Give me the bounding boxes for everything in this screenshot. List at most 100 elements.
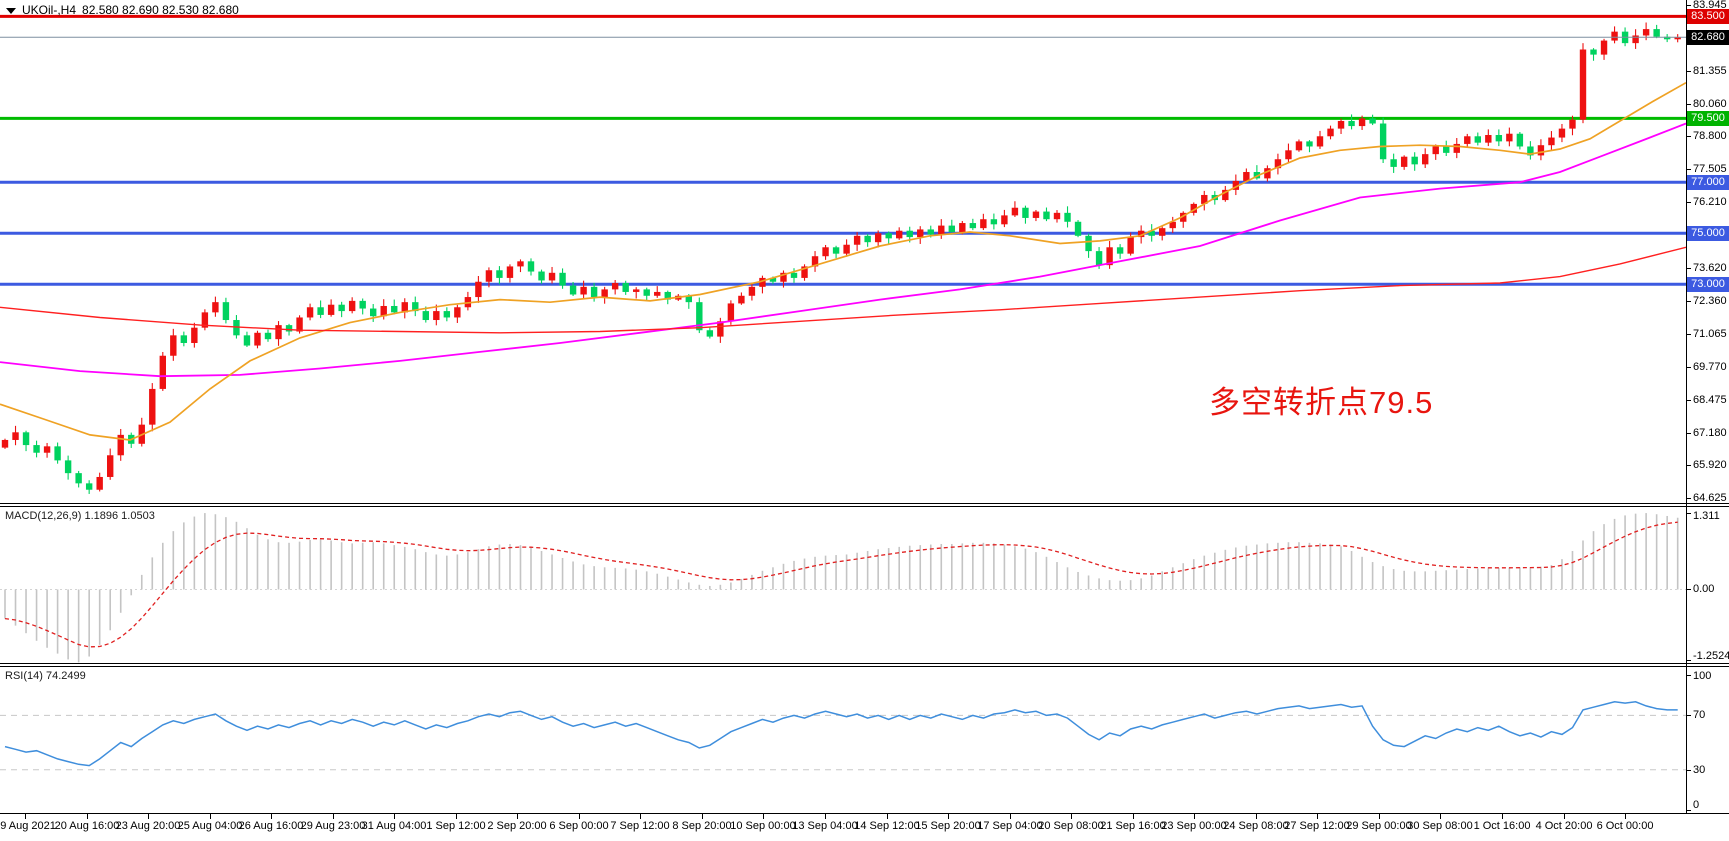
price-tick-label: 68.475 bbox=[1693, 394, 1727, 406]
price-tick-mark bbox=[1686, 400, 1691, 401]
time-axis-label: 10 Sep 00:00 bbox=[730, 820, 796, 832]
price-tick-label: 73.620 bbox=[1693, 262, 1727, 274]
price-tick-mark bbox=[1686, 433, 1691, 434]
rsi-tick-label: 100 bbox=[1693, 670, 1712, 682]
macd-signal-line bbox=[4, 521, 1678, 648]
rsi-tick-label: 30 bbox=[1693, 764, 1706, 776]
macd-tick-mark bbox=[1686, 589, 1691, 590]
macd-tick-label: -1.2524 bbox=[1693, 650, 1729, 662]
time-tick-mark bbox=[25, 813, 26, 819]
price-level-badge: 82.680 bbox=[1687, 30, 1729, 45]
time-tick-mark bbox=[1071, 813, 1072, 819]
rsi-indicator-label: RSI(14) 74.2499 bbox=[5, 670, 86, 682]
price-axis-border bbox=[1686, 0, 1687, 813]
price-tick-label: 81.355 bbox=[1693, 65, 1727, 77]
time-axis-label: 30 Sep 08:00 bbox=[1407, 820, 1473, 832]
price-level-badge: 83.500 bbox=[1687, 9, 1729, 24]
price-tick-mark bbox=[1686, 498, 1691, 499]
price-level-badge: 77.000 bbox=[1687, 175, 1729, 190]
time-axis-label: 15 Sep 20:00 bbox=[915, 820, 981, 832]
time-tick-mark bbox=[148, 813, 149, 819]
price-tick-mark bbox=[1686, 169, 1691, 170]
price-tick-label: 67.180 bbox=[1693, 427, 1727, 439]
ma-mid-line bbox=[0, 122, 1686, 378]
price-tick-label: 80.060 bbox=[1693, 98, 1727, 110]
time-axis-label: 2 Sep 20:00 bbox=[487, 820, 547, 832]
macd-tick-label: 1.311 bbox=[1693, 510, 1720, 522]
candles-layer bbox=[1, 22, 1681, 494]
rsi-tick-mark bbox=[1686, 810, 1691, 811]
price-tick-mark bbox=[1686, 136, 1691, 137]
time-tick-mark bbox=[1317, 813, 1318, 819]
time-axis-label: 20 Aug 16:00 bbox=[54, 820, 120, 832]
time-axis-label: 1 Sep 12:00 bbox=[426, 820, 486, 832]
time-axis-label: 23 Aug 20:00 bbox=[115, 820, 181, 832]
price-tick-mark bbox=[1686, 202, 1691, 203]
time-axis-label: 25 Aug 04:00 bbox=[177, 820, 243, 832]
time-tick-mark bbox=[1625, 813, 1626, 819]
panel-separator bbox=[0, 506, 1729, 507]
chart-title: UKOil-,H4 82.580 82.690 82.530 82.680 bbox=[6, 3, 239, 17]
chart-annotation-text[interactable]: 多空转折点79.5 bbox=[1209, 385, 1434, 420]
macd-tick-mark bbox=[1686, 660, 1691, 661]
price-tick-mark bbox=[1686, 334, 1691, 335]
price-tick-mark bbox=[1686, 465, 1691, 466]
symbol-timeframe-label: UKOil-,H4 bbox=[22, 3, 77, 17]
rsi-tick-mark bbox=[1686, 675, 1691, 676]
price-tick-mark bbox=[1686, 367, 1691, 368]
price-level-badge: 79.500 bbox=[1687, 111, 1729, 126]
macd-tick-label: 0.00 bbox=[1693, 583, 1715, 595]
price-tick-mark bbox=[1686, 301, 1691, 302]
time-axis-label: 17 Sep 04:00 bbox=[977, 820, 1043, 832]
time-tick-mark bbox=[702, 813, 703, 819]
macd-tick-mark bbox=[1686, 513, 1691, 514]
time-tick-mark bbox=[456, 813, 457, 819]
time-axis-label: 27 Sep 12:00 bbox=[1284, 820, 1350, 832]
time-tick-mark bbox=[1440, 813, 1441, 819]
time-tick-mark bbox=[1379, 813, 1380, 819]
time-axis-label: 26 Aug 16:00 bbox=[238, 820, 304, 832]
price-level-badge: 75.000 bbox=[1687, 226, 1729, 241]
time-axis-label: 19 Aug 2021 bbox=[0, 820, 56, 832]
time-tick-mark bbox=[763, 813, 764, 819]
price-tick-label: 72.360 bbox=[1693, 295, 1727, 307]
time-axis-label: 29 Aug 23:00 bbox=[300, 820, 366, 832]
rsi-line bbox=[4, 701, 1678, 767]
time-tick-mark bbox=[825, 813, 826, 819]
main-chart-canvas[interactable] bbox=[0, 0, 1686, 503]
rsi-tick-mark bbox=[1686, 770, 1691, 771]
time-axis-label: 13 Sep 04:00 bbox=[792, 820, 858, 832]
time-axis-border bbox=[0, 813, 1729, 814]
time-tick-mark bbox=[1194, 813, 1195, 819]
price-tick-label: 77.505 bbox=[1693, 163, 1727, 175]
time-axis-label: 21 Sep 16:00 bbox=[1100, 820, 1166, 832]
time-axis-label: 7 Sep 12:00 bbox=[610, 820, 670, 832]
price-tick-mark bbox=[1686, 71, 1691, 72]
macd-panel-canvas[interactable] bbox=[0, 507, 1686, 663]
time-tick-mark bbox=[579, 813, 580, 819]
panel-separator[interactable] bbox=[0, 503, 1729, 504]
time-axis-label: 23 Sep 00:00 bbox=[1161, 820, 1227, 832]
price-tick-label: 78.800 bbox=[1693, 130, 1727, 142]
macd-indicator-label: MACD(12,26,9) 1.1896 1.0503 bbox=[5, 510, 155, 522]
price-tick-label: 76.210 bbox=[1693, 196, 1727, 208]
price-tick-label: 69.770 bbox=[1693, 361, 1727, 373]
time-tick-mark bbox=[333, 813, 334, 819]
chevron-down-icon[interactable] bbox=[6, 7, 16, 14]
time-tick-mark bbox=[1010, 813, 1011, 819]
price-tick-label: 64.625 bbox=[1693, 492, 1727, 504]
panel-separator[interactable] bbox=[0, 663, 1729, 664]
panel-separator bbox=[0, 666, 1729, 667]
time-axis-label: 1 Oct 16:00 bbox=[1473, 820, 1531, 832]
time-tick-mark bbox=[271, 813, 272, 819]
time-axis-label: 20 Sep 08:00 bbox=[1038, 820, 1104, 832]
rsi-panel-canvas[interactable] bbox=[0, 667, 1686, 813]
price-tick-mark bbox=[1686, 5, 1691, 6]
time-tick-mark bbox=[1564, 813, 1565, 819]
ohlc-values: 82.580 82.690 82.530 82.680 bbox=[82, 3, 239, 17]
time-axis-label: 24 Sep 08:00 bbox=[1223, 820, 1289, 832]
time-axis-label: 6 Oct 00:00 bbox=[1596, 820, 1654, 832]
price-tick-mark bbox=[1686, 104, 1691, 105]
price-tick-label: 83.945 bbox=[1693, 0, 1727, 11]
